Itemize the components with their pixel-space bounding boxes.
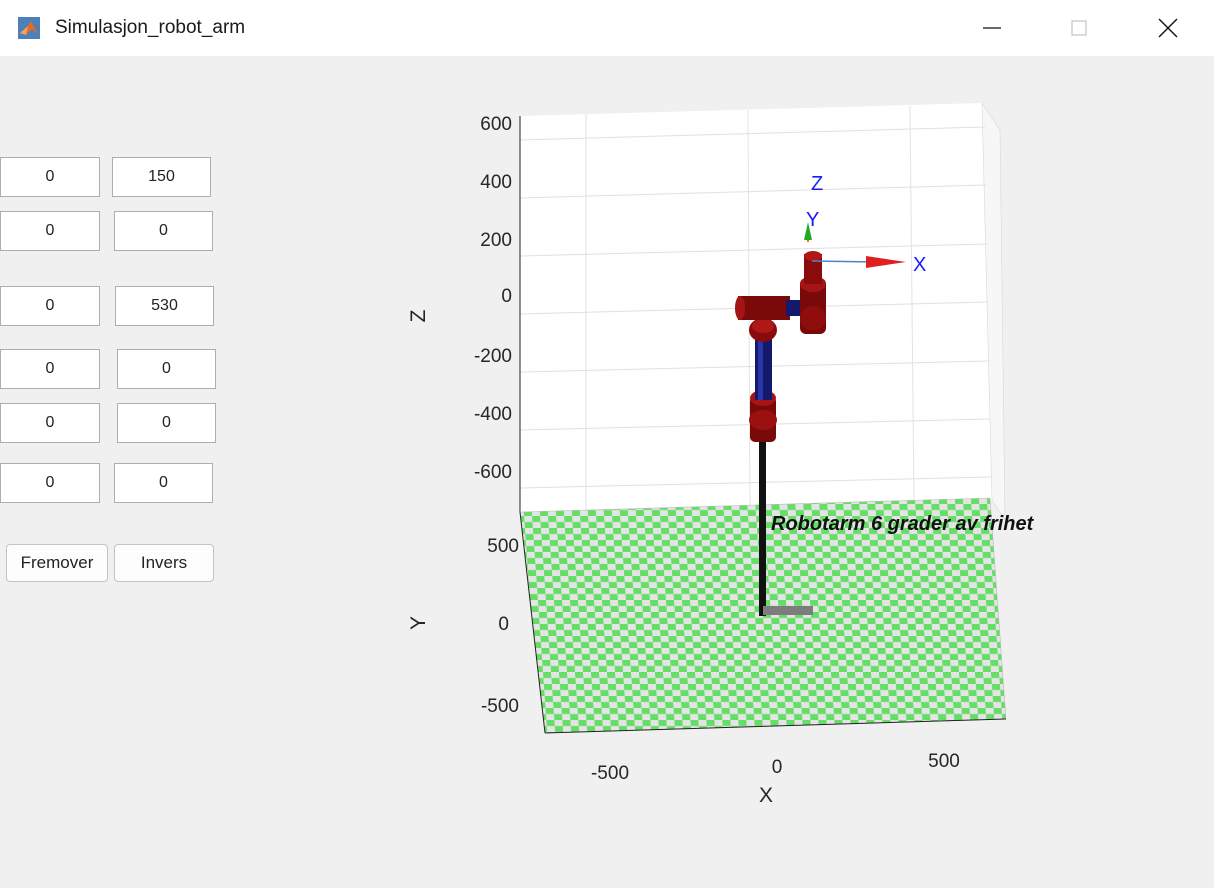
window-title: Simulasjon_robot_arm [55,17,246,38]
joint5-field-b[interactable]: 0 [117,403,216,443]
joint4-field-b[interactable]: 0 [117,349,216,389]
title-bar: Simulasjon_robot_arm [0,0,1214,56]
matlab-logo-icon [18,17,40,39]
joint6-field-b[interactable]: 0 [114,463,213,503]
joint2-field-b[interactable]: 0 [114,211,213,251]
minimize-icon [983,27,1001,29]
inverse-button[interactable]: Invers [114,544,214,582]
joint2-field-a[interactable]: 0 [0,211,100,251]
close-icon [1158,18,1178,38]
joint5-field-a[interactable]: 0 [0,403,100,443]
maximize-icon [1071,20,1087,36]
maximize-button[interactable] [1049,0,1109,56]
joint1-field-b[interactable]: 150 [112,157,211,197]
joint3-field-a[interactable]: 0 [0,286,100,326]
joint4-field-a[interactable]: 0 [0,349,100,389]
joint1-field-a[interactable]: 0 [0,157,100,197]
joint6-field-a[interactable]: 0 [0,463,100,503]
close-button[interactable] [1138,0,1198,56]
forward-button[interactable]: Fremover [6,544,108,582]
joint3-field-b[interactable]: 530 [115,286,214,326]
minimize-button[interactable] [962,0,1022,56]
